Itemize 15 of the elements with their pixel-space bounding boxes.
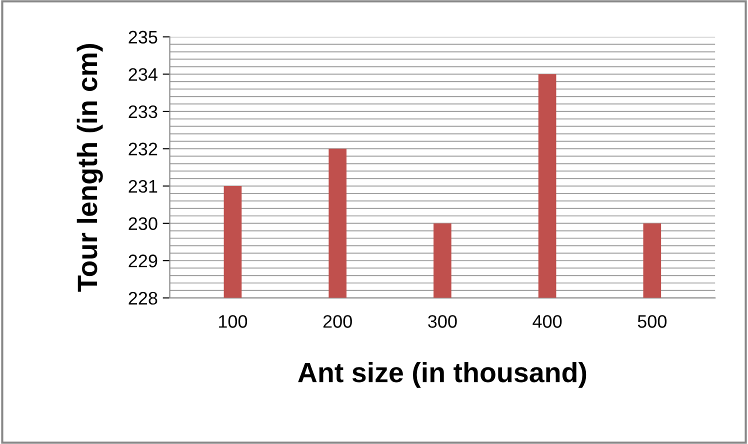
x-tick-label: 300 [428, 315, 457, 328]
y-tick-label: 229 [128, 254, 158, 268]
y-tick-label: 231 [128, 180, 158, 193]
x-axis-title: Ant size (in thousand) [298, 362, 586, 388]
y-tick-label: 230 [128, 217, 158, 230]
y-axis-title: Tour length (in cm) [76, 44, 103, 292]
y-tick-label: 234 [128, 68, 158, 81]
y-tick-label: 232 [128, 142, 158, 156]
y-tick-label: 228 [128, 292, 158, 305]
y-tick-label: 233 [128, 105, 158, 118]
x-tick-label: 500 [638, 315, 667, 328]
y-tick-label: 235 [128, 30, 158, 44]
x-tick-label: 200 [323, 315, 352, 328]
x-tick-label: 400 [532, 315, 562, 328]
x-tick-label: 100 [219, 315, 248, 328]
